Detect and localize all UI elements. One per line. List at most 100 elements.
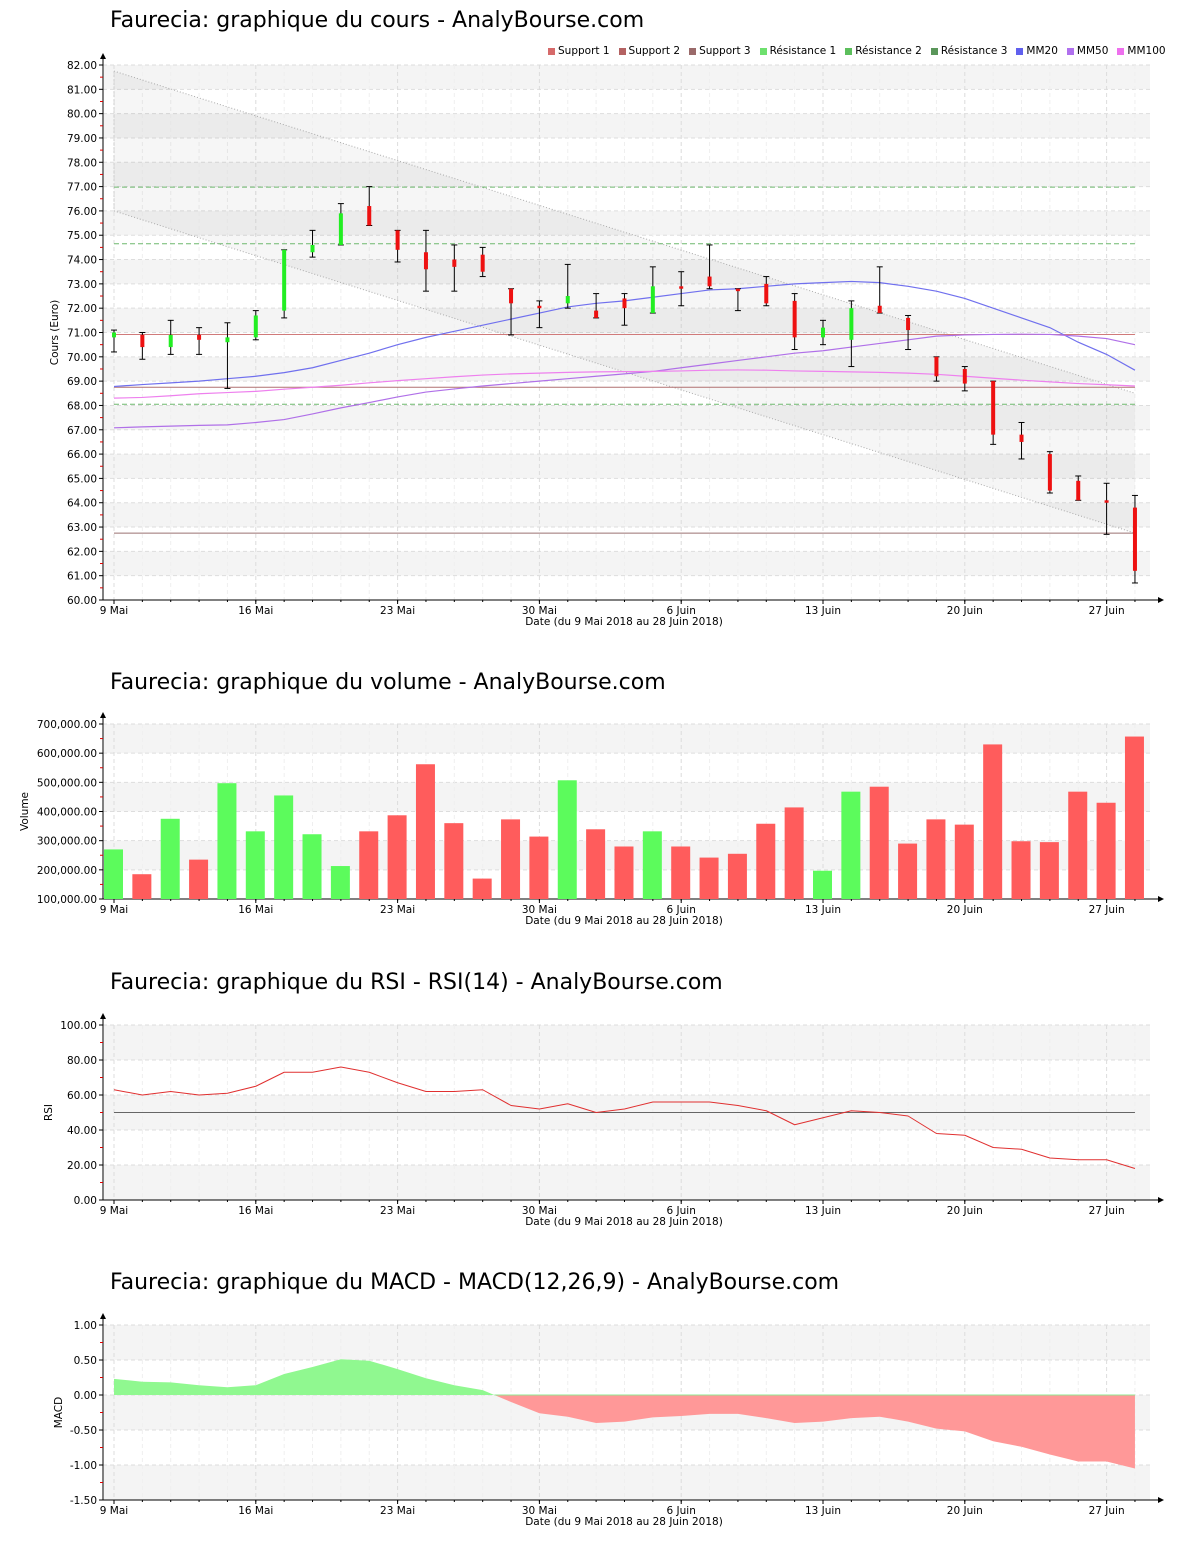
svg-text:9 Mai: 9 Mai — [100, 1205, 128, 1217]
legend-label: Support 3 — [699, 45, 751, 57]
svg-text:61.00: 61.00 — [67, 571, 97, 583]
svg-text:27 Juin: 27 Juin — [1089, 1205, 1125, 1217]
svg-text:66.00: 66.00 — [67, 449, 97, 461]
legend-swatch — [1016, 47, 1024, 55]
svg-text:60.00: 60.00 — [67, 595, 97, 607]
price-legend: Support 1 Support 2 Support 3 Résistance 1 R… — [548, 45, 1166, 57]
volume-chart: 100,000.00 200,000.00 300,000.00 400,000.00… — [19, 712, 1164, 927]
svg-text:64.00: 64.00 — [67, 498, 97, 510]
svg-text:400,000.00: 400,000.00 — [37, 807, 97, 819]
svg-text:69.00: 69.00 — [67, 376, 97, 388]
svg-text:62.00: 62.00 — [67, 546, 97, 558]
svg-text:23 Mai: 23 Mai — [380, 605, 415, 617]
svg-text:27 Juin: 27 Juin — [1089, 605, 1125, 617]
svg-text:16 Mai: 16 Mai — [238, 1505, 273, 1517]
svg-text:100,000.00: 100,000.00 — [37, 894, 97, 906]
svg-text:20 Juin: 20 Juin — [947, 605, 983, 617]
svg-text:77.00: 77.00 — [67, 182, 97, 194]
svg-text:Date (du 9 Mai 2018 au 28 Juin: Date (du 9 Mai 2018 au 28 Juin 2018) — [525, 1216, 723, 1228]
svg-text:300,000.00: 300,000.00 — [37, 836, 97, 848]
legend-item-support-1: Support 1 — [548, 45, 610, 57]
rsi-chart-title: Faurecia: graphique du RSI - RSI(14) - A… — [110, 970, 723, 995]
svg-text:Date (du 9 Mai 2018 au 28 Juin: Date (du 9 Mai 2018 au 28 Juin 2018) — [525, 915, 723, 927]
svg-text:0.00: 0.00 — [74, 1390, 97, 1402]
svg-text:13 Juin: 13 Juin — [805, 1505, 841, 1517]
svg-text:1.00: 1.00 — [74, 1320, 97, 1332]
svg-text:700,000.00: 700,000.00 — [37, 719, 97, 731]
legend-item-support-3: Support 3 — [689, 45, 751, 57]
svg-text:6 Juin: 6 Juin — [667, 1505, 696, 1517]
svg-text:9 Mai: 9 Mai — [100, 904, 128, 916]
legend-item-resistance-1: Résistance 1 — [759, 45, 837, 57]
svg-text:60.00: 60.00 — [67, 1090, 97, 1102]
legend-label: MM50 — [1076, 45, 1109, 57]
svg-text:30 Mai: 30 Mai — [522, 605, 557, 617]
svg-text:20 Juin: 20 Juin — [947, 1205, 983, 1217]
svg-text:76.00: 76.00 — [67, 206, 97, 218]
svg-text:23 Mai: 23 Mai — [380, 1505, 415, 1517]
svg-text:6 Juin: 6 Juin — [667, 1205, 696, 1217]
svg-text:73.00: 73.00 — [67, 279, 97, 291]
legend-item-mm100: MM100 — [1117, 45, 1166, 57]
svg-text:30 Mai: 30 Mai — [522, 904, 557, 916]
legend-item-support-2: Support 2 — [618, 45, 681, 57]
legend-label: Résistance 2 — [855, 45, 922, 57]
svg-text:71.00: 71.00 — [67, 328, 97, 340]
legend-item-mm50: MM50 — [1066, 45, 1109, 57]
svg-text:20 Juin: 20 Juin — [947, 904, 983, 916]
svg-text:23 Mai: 23 Mai — [380, 904, 415, 916]
legend-swatch — [845, 47, 853, 55]
svg-text:-1.00: -1.00 — [70, 1460, 97, 1472]
legend-label: MM20 — [1026, 45, 1058, 57]
legend-label: Résistance 1 — [769, 45, 837, 57]
svg-text:9 Mai: 9 Mai — [100, 1505, 128, 1517]
legend-label: Support 1 — [558, 45, 610, 57]
svg-text:Date (du 9 Mai 2018 au 28 Juin: Date (du 9 Mai 2018 au 28 Juin 2018) — [525, 1516, 723, 1528]
svg-text:13 Juin: 13 Juin — [805, 1205, 841, 1217]
svg-text:0.50: 0.50 — [74, 1355, 97, 1367]
svg-text:79.00: 79.00 — [67, 133, 97, 145]
svg-text:81.00: 81.00 — [67, 84, 97, 96]
svg-text:13 Juin: 13 Juin — [805, 605, 841, 617]
legend-label: Support 2 — [628, 45, 681, 57]
price-chart: 60.00 61.00 62.00 63.00 64.00 65.00 66.00 67.00… — [49, 53, 1164, 628]
svg-text:Cours (Euro): Cours (Euro) — [49, 300, 61, 366]
legend-item-resistance-3: Résistance 3 — [930, 45, 1008, 57]
legend-swatch — [930, 47, 938, 55]
legend-swatch — [618, 47, 626, 55]
macd-chart: -1.50 -1.00 -0.50 0.00 0.50 1.00 9 Mai 16 Mai 23… — [53, 1313, 1164, 1528]
svg-text:200,000.00: 200,000.00 — [37, 865, 97, 877]
svg-text:Volume: Volume — [19, 792, 31, 831]
legend-swatch — [1117, 47, 1125, 55]
svg-text:500,000.00: 500,000.00 — [37, 777, 97, 789]
svg-text:63.00: 63.00 — [67, 522, 97, 534]
svg-text:68.00: 68.00 — [67, 400, 97, 412]
svg-text:65.00: 65.00 — [67, 473, 97, 485]
svg-text:RSI: RSI — [43, 1104, 55, 1121]
volume-chart-title: Faurecia: graphique du volume - AnalyBou… — [110, 670, 666, 695]
svg-text:72.00: 72.00 — [67, 303, 97, 315]
svg-text:-1.50: -1.50 — [70, 1495, 97, 1507]
svg-text:80.00: 80.00 — [67, 1055, 97, 1067]
svg-text:40.00: 40.00 — [67, 1125, 97, 1137]
svg-text:30 Mai: 30 Mai — [522, 1205, 557, 1217]
svg-text:82.00: 82.00 — [67, 60, 97, 72]
svg-text:6 Juin: 6 Juin — [667, 904, 696, 916]
svg-text:MACD: MACD — [53, 1397, 65, 1428]
svg-text:67.00: 67.00 — [67, 425, 97, 437]
legend-label: Résistance 3 — [940, 45, 1008, 57]
legend-swatch — [1066, 47, 1074, 55]
svg-text:6 Juin: 6 Juin — [667, 605, 696, 617]
svg-text:30 Mai: 30 Mai — [522, 1505, 557, 1517]
svg-text:70.00: 70.00 — [67, 352, 97, 364]
svg-text:-0.50: -0.50 — [70, 1425, 97, 1437]
svg-text:Date (du 9 Mai 2018 au 28 Juin: Date (du 9 Mai 2018 au 28 Juin 2018) — [525, 616, 723, 628]
svg-text:13 Juin: 13 Juin — [805, 904, 841, 916]
svg-text:20.00: 20.00 — [67, 1160, 97, 1172]
rsi-chart: 0.00 20.00 40.00 60.00 80.00 100.00 9 Mai 16 Ma… — [43, 1013, 1164, 1228]
svg-text:600,000.00: 600,000.00 — [37, 748, 97, 760]
legend-item-mm20: MM20 — [1016, 45, 1058, 57]
svg-text:74.00: 74.00 — [67, 255, 97, 267]
svg-text:16 Mai: 16 Mai — [238, 1205, 273, 1217]
svg-text:100.00: 100.00 — [60, 1020, 97, 1032]
